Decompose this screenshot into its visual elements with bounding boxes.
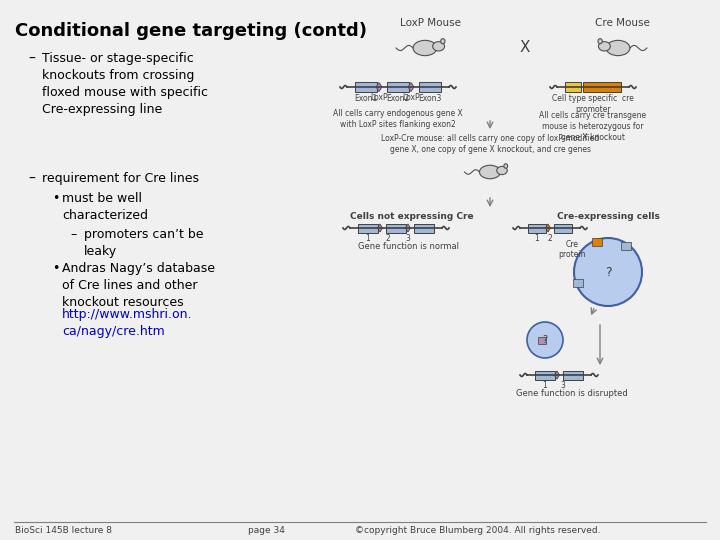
Text: •: •: [52, 262, 59, 275]
Text: All cells carry cre transgene
mouse is heterozygous for
gene X knockout: All cells carry cre transgene mouse is h…: [539, 111, 647, 142]
Text: ©copyright Bruce Blumberg 2004. All rights reserved.: ©copyright Bruce Blumberg 2004. All righ…: [355, 526, 600, 535]
Text: requirement for Cre lines: requirement for Cre lines: [42, 172, 199, 185]
Text: –: –: [70, 228, 76, 241]
Bar: [573, 279, 583, 287]
Ellipse shape: [441, 39, 445, 44]
Ellipse shape: [480, 165, 500, 179]
Text: must be well
characterized: must be well characterized: [62, 192, 148, 222]
Bar: [554, 224, 572, 233]
Circle shape: [527, 322, 563, 358]
Text: Exon3: Exon3: [418, 94, 441, 103]
Polygon shape: [546, 224, 551, 232]
Text: LoxP: LoxP: [370, 93, 388, 103]
Ellipse shape: [433, 42, 444, 51]
Polygon shape: [405, 224, 410, 232]
Ellipse shape: [606, 40, 630, 56]
Text: Conditional gene targeting (contd): Conditional gene targeting (contd): [15, 22, 367, 40]
Bar: [419, 82, 441, 92]
Text: 1: 1: [535, 234, 539, 243]
Text: Cell type specific  cre
promoter: Cell type specific cre promoter: [552, 94, 634, 114]
Polygon shape: [554, 371, 559, 379]
Bar: [565, 82, 581, 92]
Text: Cre Mouse: Cre Mouse: [595, 18, 649, 28]
Text: 3: 3: [561, 381, 565, 390]
Text: LoxP: LoxP: [402, 93, 420, 103]
Text: LoxP-Cre mouse: all cells carry one copy of loxP-modified
gene X, one copy of ge: LoxP-Cre mouse: all cells carry one copy…: [381, 134, 599, 154]
Text: Exon2: Exon2: [387, 94, 410, 103]
Bar: [592, 238, 602, 246]
Ellipse shape: [413, 40, 437, 56]
Text: Exon1: Exon1: [354, 94, 377, 103]
Text: Cells not expressing Cre: Cells not expressing Cre: [350, 212, 474, 221]
Text: 3: 3: [405, 234, 410, 243]
Bar: [414, 224, 434, 233]
Text: –: –: [28, 52, 35, 66]
Bar: [583, 82, 621, 92]
Text: ?: ?: [542, 335, 548, 345]
Text: All cells carry endogenous gene X
with LoxP sites flanking exon2: All cells carry endogenous gene X with L…: [333, 109, 463, 129]
Polygon shape: [408, 83, 414, 91]
Bar: [355, 82, 377, 92]
Text: promoters can’t be
leaky: promoters can’t be leaky: [84, 228, 204, 258]
Text: BioSci 145B lecture 8: BioSci 145B lecture 8: [15, 526, 112, 535]
Ellipse shape: [598, 39, 602, 44]
Bar: [528, 224, 546, 233]
Text: Gene function is disrupted: Gene function is disrupted: [516, 389, 628, 398]
Circle shape: [574, 238, 642, 306]
Text: 1: 1: [366, 234, 370, 243]
Bar: [621, 242, 631, 250]
Bar: [538, 337, 546, 344]
Text: Cre-expressing cells: Cre-expressing cells: [557, 212, 660, 221]
Polygon shape: [377, 224, 382, 232]
Ellipse shape: [497, 166, 508, 174]
Ellipse shape: [598, 42, 611, 51]
Text: http://www.mshri.on.
ca/nagy/cre.htm: http://www.mshri.on. ca/nagy/cre.htm: [62, 308, 192, 338]
Text: X: X: [520, 40, 530, 56]
Text: 2: 2: [386, 234, 390, 243]
Bar: [563, 370, 583, 380]
Bar: [386, 224, 406, 233]
Bar: [387, 82, 409, 92]
Text: Cre
protein: Cre protein: [558, 240, 586, 259]
Text: page 34: page 34: [248, 526, 285, 535]
Text: Tissue- or stage-specific
knockouts from crossing
floxed mouse with specific
Cre: Tissue- or stage-specific knockouts from…: [42, 52, 208, 116]
Text: Gene function is normal: Gene function is normal: [358, 242, 459, 251]
Text: LoxP Mouse: LoxP Mouse: [400, 18, 461, 28]
Bar: [535, 370, 555, 380]
Text: •: •: [52, 192, 59, 205]
Bar: [358, 224, 378, 233]
Ellipse shape: [504, 164, 508, 168]
Text: ?: ?: [605, 266, 611, 279]
Text: 2: 2: [548, 234, 552, 243]
Polygon shape: [376, 83, 382, 91]
Text: –: –: [28, 172, 35, 186]
Text: 1: 1: [543, 381, 547, 390]
Text: Andras Nagy’s database
of Cre lines and other
knockout resources: Andras Nagy’s database of Cre lines and …: [62, 262, 215, 309]
